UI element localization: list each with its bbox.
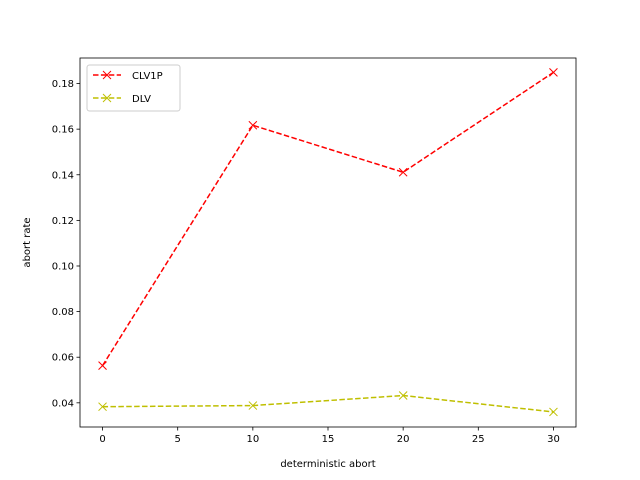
axes-frame (79, 57, 577, 428)
y-tick-label: 0.08 (52, 307, 74, 318)
y-tick-label: 0.12 (52, 216, 74, 227)
x-tick-label: 10 (246, 434, 259, 445)
series-line-dlv (102, 394, 554, 413)
plot-layer (98, 68, 558, 417)
legend-box (86, 64, 181, 112)
x-tick-label: 5 (175, 434, 181, 445)
legend: CLV1P DLV (86, 64, 181, 112)
x-tick-label: 15 (322, 434, 335, 445)
y-tick-label: 0.06 (52, 353, 74, 364)
x-tick-label: 30 (547, 434, 560, 445)
legend-marker-dlv (102, 93, 112, 103)
y-tick-label: 0.18 (52, 79, 74, 90)
data-point-dlv (248, 401, 258, 410)
data-point-dlv (549, 407, 558, 417)
y-tick-label: 0.10 (52, 261, 74, 272)
data-point-clv1p (398, 167, 408, 177)
series-line-clv1p (101, 71, 554, 367)
ticks-layer: 0 5 10 15 20 25 30 0.04 0.06 0.08 0.10 0.12 0.14 0.16… (52, 79, 560, 445)
data-point-dlv (398, 391, 408, 400)
x-axis-label: deterministic abort (280, 459, 375, 470)
data-point-clv1p (98, 361, 107, 371)
y-tick-label: 0.16 (52, 125, 74, 136)
data-point-clv1p (248, 120, 258, 130)
x-tick-label: 20 (397, 434, 410, 445)
y-tick-label: 0.04 (52, 398, 74, 409)
data-point-clv1p (549, 68, 558, 77)
x-tick-label: 0 (99, 434, 105, 445)
legend-label-dlv: DLV (132, 94, 151, 105)
legend-label-clv1p: CLV1P (132, 71, 163, 82)
x-tick-label: 25 (472, 434, 485, 445)
legend-marker-clv1p (102, 70, 112, 80)
y-tick-label: 0.14 (52, 170, 74, 181)
y-axis-label: abort rate (22, 217, 33, 267)
data-point-dlv (98, 402, 107, 412)
